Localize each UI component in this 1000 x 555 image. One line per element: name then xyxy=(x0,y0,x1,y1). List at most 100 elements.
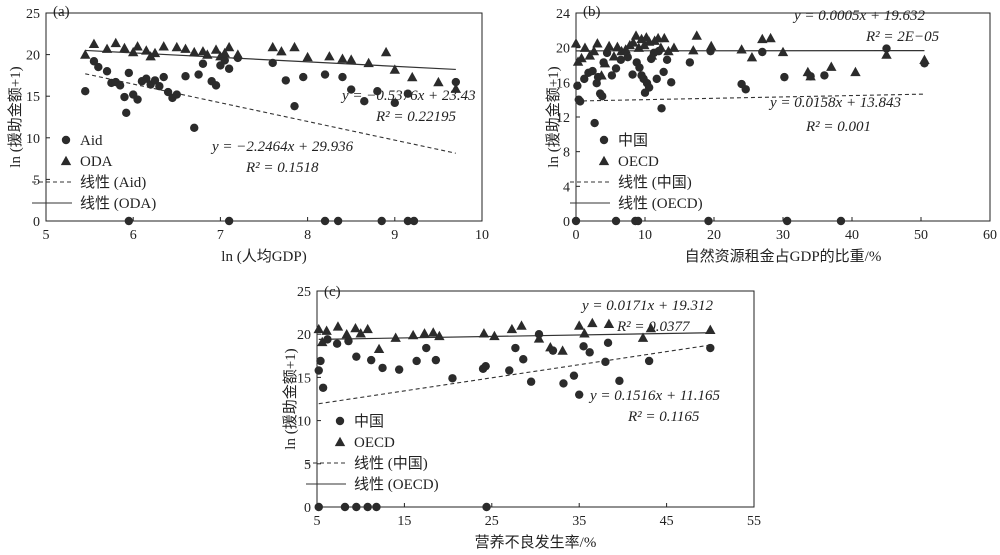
data-point-circle xyxy=(588,66,597,76)
data-point-circle xyxy=(662,55,672,64)
legend-marker-triangle xyxy=(60,155,72,166)
data-point-circle xyxy=(667,78,676,87)
data-point-triangle xyxy=(777,46,789,57)
data-point-circle xyxy=(81,87,90,96)
data-point-triangle xyxy=(362,323,373,334)
data-point-triangle xyxy=(850,66,861,77)
data-point-triangle xyxy=(579,328,590,338)
data-point-circle xyxy=(575,97,585,106)
data-point-triangle xyxy=(765,32,776,43)
x-axis-label: ln (人均GDP) xyxy=(221,248,306,265)
data-point-circle xyxy=(122,108,131,118)
data-point-triangle xyxy=(380,46,392,57)
y-tick-label: 0 xyxy=(304,501,311,516)
trendline-solid xyxy=(318,332,711,340)
panel-label: (a) xyxy=(53,4,70,20)
data-point-triangle xyxy=(646,50,658,60)
data-point-triangle xyxy=(149,47,161,58)
legend-label: 线性 (中国) xyxy=(618,174,692,191)
panel-b: 0 10 20 30 40 50 60 0 4 8 12 16 20 24 自然资源租金占GDP的比重/% l… xyxy=(545,4,997,265)
legend-label: 线性 (中国) xyxy=(354,455,428,472)
data-point-circle xyxy=(590,118,599,128)
data-point-triangle xyxy=(574,320,585,330)
legend-marker-circle xyxy=(599,135,609,145)
data-point-circle xyxy=(360,96,369,106)
data-point-triangle xyxy=(757,33,768,44)
x-tick-label: 55 xyxy=(747,514,761,529)
data-point-triangle xyxy=(516,320,527,330)
data-point-circle xyxy=(318,383,328,392)
data-point-triangle xyxy=(612,41,623,51)
x-tick-label: 25 xyxy=(485,514,499,529)
data-point-circle xyxy=(155,82,164,91)
data-point-circle xyxy=(290,101,299,111)
data-point-triangle xyxy=(289,41,300,52)
data-point-triangle xyxy=(688,45,699,55)
data-point-triangle xyxy=(132,41,143,51)
trendline-equation: y = −2.2464x + 29.936 xyxy=(210,139,354,155)
data-point-circle xyxy=(150,76,160,85)
data-point-triangle xyxy=(171,41,182,52)
data-point-circle xyxy=(373,87,382,96)
legend-label: 中国 xyxy=(354,413,384,430)
data-point-circle xyxy=(448,374,457,383)
y-tick-label: 20 xyxy=(556,42,570,57)
legend-label: ODA xyxy=(80,154,113,170)
data-point-circle xyxy=(352,352,361,361)
y-tick-label: 15 xyxy=(26,90,40,105)
legend-label: 线性 (ODA) xyxy=(80,195,156,212)
trendline-dashed xyxy=(85,73,456,154)
trendline-r2: R² = 0.22195 xyxy=(375,109,457,125)
data-point-circle xyxy=(133,95,142,104)
data-point-circle xyxy=(644,356,654,366)
data-point-triangle xyxy=(373,343,385,354)
data-point-triangle xyxy=(210,44,222,54)
data-point-circle xyxy=(89,57,99,66)
trendline-dashed xyxy=(318,344,711,405)
panel-label: (b) xyxy=(583,4,601,20)
data-point-circle xyxy=(333,216,343,226)
data-point-triangle xyxy=(596,70,607,80)
data-point-circle xyxy=(102,67,112,76)
data-point-triangle xyxy=(363,57,374,68)
legend-label: 线性 (OECD) xyxy=(618,195,703,212)
x-axis-label: 营养不良发生率/% xyxy=(475,534,597,551)
data-point-circle xyxy=(323,335,332,344)
data-point-triangle xyxy=(302,51,313,62)
data-point-circle xyxy=(338,72,347,82)
x-tick-label: 50 xyxy=(914,228,928,243)
data-point-circle xyxy=(519,355,528,364)
data-point-triangle xyxy=(128,46,139,57)
trendline-equation: y = 0.1516x + 11.165 xyxy=(588,388,720,404)
data-point-circle xyxy=(580,74,589,84)
data-point-circle xyxy=(394,365,404,374)
data-point-triangle xyxy=(608,51,620,61)
data-point-circle xyxy=(159,72,168,82)
trendline-r2: R² = 0.001 xyxy=(805,119,871,135)
data-point-circle xyxy=(314,502,323,512)
data-point-circle xyxy=(704,216,713,226)
data-point-circle xyxy=(602,48,612,58)
data-point-triangle xyxy=(407,71,418,82)
data-point-triangle xyxy=(592,38,603,48)
x-tick-label: 8 xyxy=(304,228,311,243)
data-point-triangle xyxy=(434,330,445,341)
y-tick-label: 4 xyxy=(563,180,570,195)
x-tick-label: 40 xyxy=(845,228,859,243)
data-point-triangle xyxy=(450,83,462,93)
y-axis-label: ln (援助金额+1) xyxy=(7,66,24,167)
data-point-circle xyxy=(172,90,181,99)
data-point-triangle xyxy=(705,324,716,335)
data-point-triangle xyxy=(603,40,615,51)
data-point-circle xyxy=(451,77,461,87)
data-point-circle xyxy=(511,343,520,353)
data-point-circle xyxy=(332,339,342,348)
data-point-circle xyxy=(94,62,103,72)
data-point-circle xyxy=(181,72,190,81)
legend-label: OECD xyxy=(354,435,395,451)
data-point-triangle xyxy=(389,64,400,74)
data-point-triangle xyxy=(337,53,348,63)
x-tick-label: 60 xyxy=(983,228,997,243)
data-point-circle xyxy=(505,366,514,375)
